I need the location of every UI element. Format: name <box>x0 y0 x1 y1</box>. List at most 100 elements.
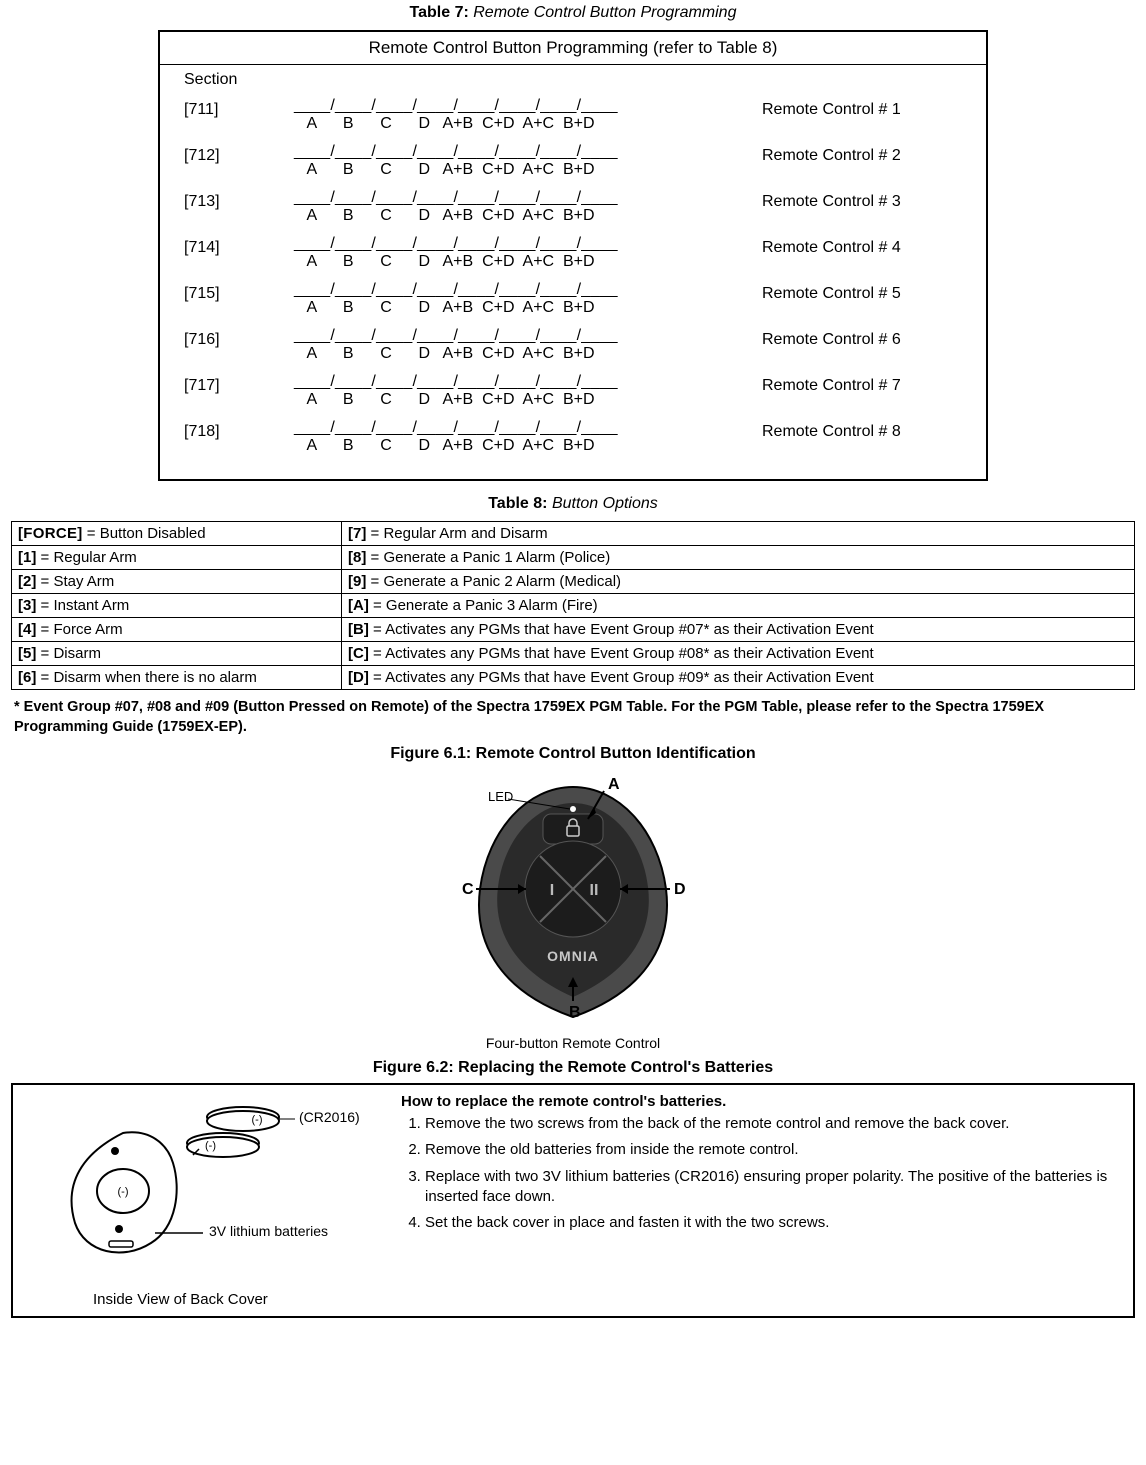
table8-row: [2] = Stay Arm[9] = Generate a Panic 2 A… <box>12 570 1135 594</box>
table8-row: [3] = Instant Arm[A] = Generate a Panic … <box>12 594 1135 618</box>
section-code: [713] <box>184 189 270 211</box>
table7-row: [716]____/____/____/____/____/____/____/… <box>160 327 986 363</box>
option-left: [2] = Stay Arm <box>12 570 342 594</box>
table8-row: [4] = Force Arm[B] = Activates any PGMs … <box>12 618 1135 642</box>
option-right: [9] = Generate a Panic 2 Alarm (Medical) <box>342 570 1135 594</box>
svg-text:B: B <box>569 1004 581 1021</box>
table7-caption-num: Table 7: <box>410 4 469 21</box>
slot-line: ____/____/____/____/____/____/____/____ <box>294 281 618 299</box>
table8-row: [5] = Disarm[C] = Activates any PGMs tha… <box>12 642 1135 666</box>
slot-block: ____/____/____/____/____/____/____/____ … <box>270 373 762 409</box>
slot-labels: A B C D A+B C+D A+C B+D <box>294 115 595 133</box>
option-left: [FORCE] = Button Disabled <box>12 522 342 546</box>
option-right: [7] = Regular Arm and Disarm <box>342 522 1135 546</box>
option-left: [6] = Disarm when there is no alarm <box>12 666 342 690</box>
footnote: * Event Group #07, #08 and #09 (Button P… <box>14 698 1132 737</box>
table8-row: [6] = Disarm when there is no alarm[D] =… <box>12 666 1135 690</box>
howto-title: How to replace the remote control's batt… <box>401 1093 1123 1110</box>
option-right: [B] = Activates any PGMs that have Event… <box>342 618 1135 642</box>
remote-label: Remote Control # 3 <box>762 189 962 211</box>
remote-label: Remote Control # 2 <box>762 143 962 165</box>
section-code: [716] <box>184 327 270 349</box>
slot-labels: A B C D A+B C+D A+C B+D <box>294 345 595 363</box>
slot-labels: A B C D A+B C+D A+C B+D <box>294 253 595 271</box>
slot-block: ____/____/____/____/____/____/____/____ … <box>270 327 762 363</box>
remote-label: Remote Control # 6 <box>762 327 962 349</box>
table7-row: [717]____/____/____/____/____/____/____/… <box>160 373 986 409</box>
howto-steps: Remove the two screws from the back of t… <box>401 1114 1123 1233</box>
slot-line: ____/____/____/____/____/____/____/____ <box>294 143 618 161</box>
howto-step: Remove the old batteries from inside the… <box>425 1140 1123 1160</box>
section-code: [711] <box>184 97 270 119</box>
howto-step: Remove the two screws from the back of t… <box>425 1114 1123 1134</box>
option-right: [D] = Activates any PGMs that have Event… <box>342 666 1135 690</box>
svg-text:(-): (-) <box>118 1186 129 1198</box>
option-left: [3] = Instant Arm <box>12 594 342 618</box>
table7-caption-title: Remote Control Button Programming <box>473 4 736 21</box>
figure61-subcaption: Four-button Remote Control <box>398 1035 748 1051</box>
option-right: [A] = Generate a Panic 3 Alarm (Fire) <box>342 594 1135 618</box>
option-right: [8] = Generate a Panic 1 Alarm (Police) <box>342 546 1135 570</box>
table7-row: [718]____/____/____/____/____/____/____/… <box>160 419 986 455</box>
slot-block: ____/____/____/____/____/____/____/____ … <box>270 235 762 271</box>
cr2016-label: (CR2016) <box>299 1109 360 1125</box>
section-code: [717] <box>184 373 270 395</box>
slot-labels: A B C D A+B C+D A+C B+D <box>294 391 595 409</box>
option-left: [5] = Disarm <box>12 642 342 666</box>
table7-row: [711]____/____/____/____/____/____/____/… <box>160 97 986 133</box>
table7: Remote Control Button Programming (refer… <box>158 30 988 481</box>
table7-title: Remote Control Button Programming (refer… <box>160 38 986 65</box>
slot-block: ____/____/____/____/____/____/____/____ … <box>270 189 762 225</box>
table7-section-header: Section <box>160 71 986 89</box>
remote-label: Remote Control # 1 <box>762 97 962 119</box>
svg-text:C: C <box>462 881 474 898</box>
slot-block: ____/____/____/____/____/____/____/____ … <box>270 143 762 179</box>
table7-caption: Table 7: Remote Control Button Programmi… <box>8 4 1138 22</box>
slot-labels: A B C D A+B C+D A+C B+D <box>294 437 595 455</box>
remote-label: Remote Control # 4 <box>762 235 962 257</box>
howto-step: Replace with two 3V lithium batteries (C… <box>425 1167 1123 1208</box>
figure62-caption: Figure 6.2: Replacing the Remote Control… <box>8 1059 1138 1077</box>
table8-row: [1] = Regular Arm[8] = Generate a Panic … <box>12 546 1135 570</box>
remote-label: Remote Control # 7 <box>762 373 962 395</box>
section-code: [714] <box>184 235 270 257</box>
option-right: [C] = Activates any PGMs that have Event… <box>342 642 1135 666</box>
svg-text:I: I <box>550 882 554 899</box>
option-left: [1] = Regular Arm <box>12 546 342 570</box>
slot-line: ____/____/____/____/____/____/____/____ <box>294 235 618 253</box>
svg-text:II: II <box>590 882 599 899</box>
slot-labels: A B C D A+B C+D A+C B+D <box>294 299 595 317</box>
table7-row: [713]____/____/____/____/____/____/____/… <box>160 189 986 225</box>
figure61: I II OMNIA LED A C D B Four-button Rem <box>398 769 748 1051</box>
slot-line: ____/____/____/____/____/____/____/____ <box>294 327 618 345</box>
table8-caption-title: Button Options <box>552 495 658 512</box>
table7-row: [714]____/____/____/____/____/____/____/… <box>160 235 986 271</box>
back-cover-caption: Inside View of Back Cover <box>23 1291 393 1308</box>
table8-row: [FORCE] = Button Disabled[7] = Regular A… <box>12 522 1135 546</box>
remote-label: Remote Control # 8 <box>762 419 962 441</box>
slot-labels: A B C D A+B C+D A+C B+D <box>294 207 595 225</box>
howto-step: Set the back cover in place and fasten i… <box>425 1213 1123 1233</box>
remote-illustration: I II OMNIA LED A C D B <box>448 769 698 1029</box>
svg-text:OMNIA: OMNIA <box>547 948 599 964</box>
figure62: (-) (-) (-) (CR2016) 3V lithium batterie… <box>11 1083 1135 1318</box>
table7-row: [715]____/____/____/____/____/____/____/… <box>160 281 986 317</box>
slot-block: ____/____/____/____/____/____/____/____ … <box>270 281 762 317</box>
table8: [FORCE] = Button Disabled[7] = Regular A… <box>11 521 1135 690</box>
svg-text:A: A <box>608 776 620 793</box>
table8-caption-num: Table 8: <box>488 495 547 512</box>
battery-label: 3V lithium batteries <box>209 1223 328 1239</box>
figure61-caption: Figure 6.1: Remote Control Button Identi… <box>8 745 1138 763</box>
slot-line: ____/____/____/____/____/____/____/____ <box>294 97 618 115</box>
remote-label: Remote Control # 5 <box>762 281 962 303</box>
slot-line: ____/____/____/____/____/____/____/____ <box>294 189 618 207</box>
slot-line: ____/____/____/____/____/____/____/____ <box>294 373 618 391</box>
svg-text:(-): (-) <box>252 1114 263 1126</box>
svg-text:(-): (-) <box>205 1140 216 1152</box>
slot-block: ____/____/____/____/____/____/____/____ … <box>270 97 762 133</box>
table8-caption: Table 8: Button Options <box>8 495 1138 513</box>
svg-text:LED: LED <box>488 789 513 804</box>
slot-block: ____/____/____/____/____/____/____/____ … <box>270 419 762 455</box>
section-code: [712] <box>184 143 270 165</box>
slot-line: ____/____/____/____/____/____/____/____ <box>294 419 618 437</box>
